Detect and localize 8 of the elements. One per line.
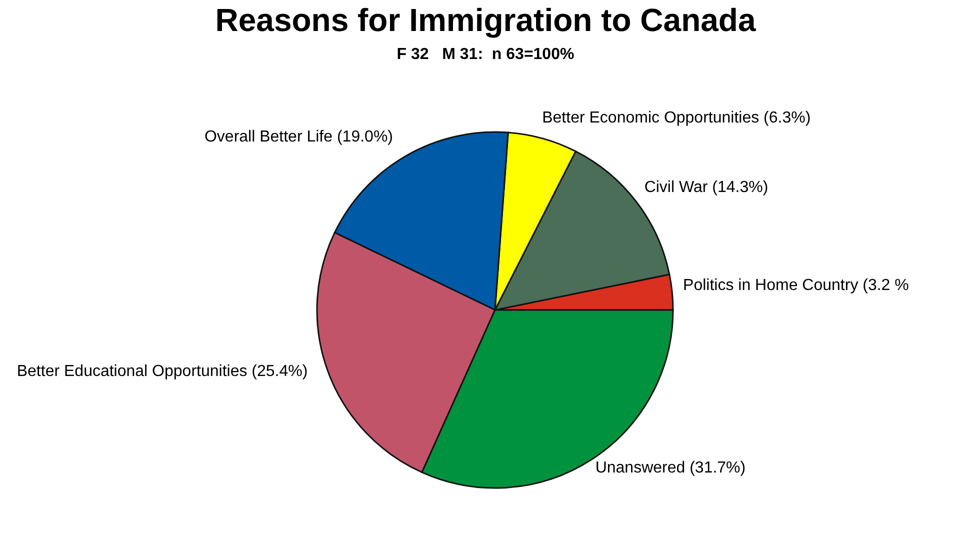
slice-label: Overall Better Life (19.0%) bbox=[204, 128, 393, 146]
slice-label: Better Economic Opportunities (6.3%) bbox=[542, 110, 811, 127]
slice-label: Better Educational Opportunities (25.4%) bbox=[16, 362, 308, 380]
chart-subtitle: F 32 M 31: n 63=100% bbox=[396, 46, 576, 64]
slice-label: Politics in Home Country (3.2 % bbox=[683, 277, 909, 294]
chart-title: Reasons for Immigration to Canada bbox=[214, 2, 757, 39]
slice-label: Unanswered (31.7%) bbox=[595, 459, 746, 476]
slice-label: Civil War (14.3%) bbox=[644, 178, 768, 196]
